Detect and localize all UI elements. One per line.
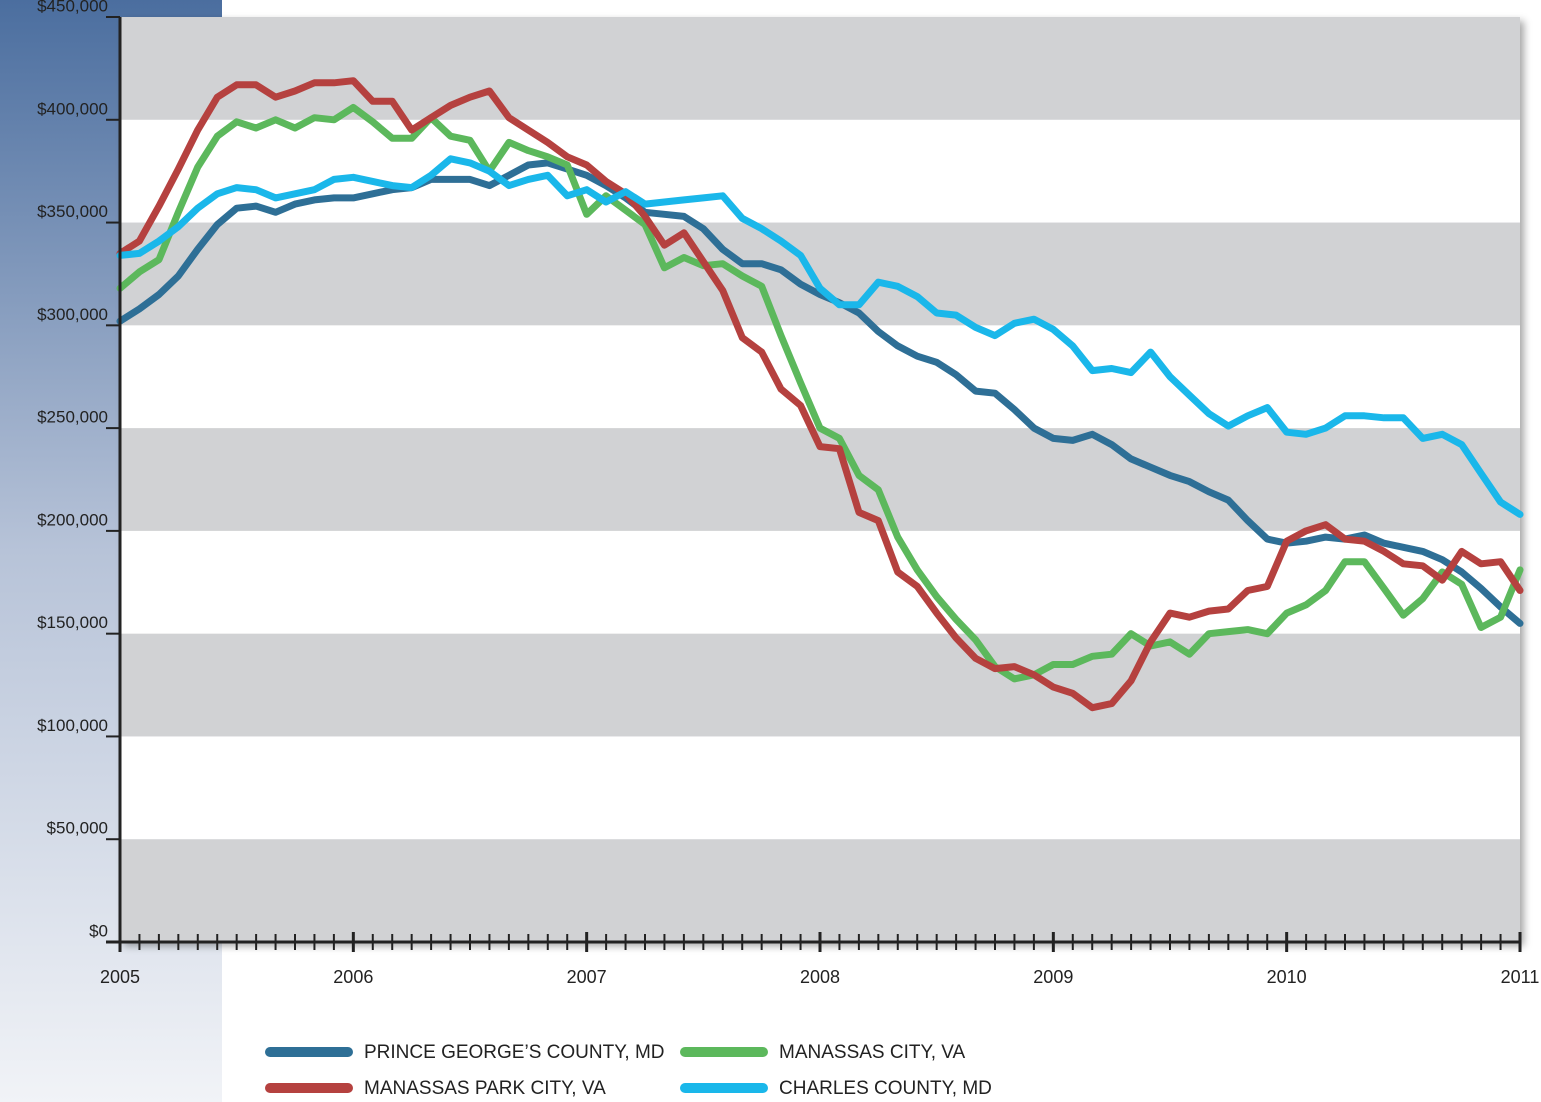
grid-band [120,222,1520,326]
grid-band [120,839,1520,942]
y-tick-label: $250,000 [37,408,108,427]
y-tick-label: $0 [89,921,108,940]
x-tick-label: 2006 [333,967,373,987]
series-line [116,155,1524,518]
y-tick-label: $350,000 [37,202,108,221]
x-tick-label: 2008 [800,967,840,987]
grid-band [120,633,1520,737]
series-line [116,77,1524,712]
legend-label: MANASSAS CITY, VA [779,1042,966,1063]
series-line [116,103,1524,683]
y-tick-label: $400,000 [37,99,108,118]
x-tick-label: 2010 [1267,967,1307,987]
x-tick-label: 2005 [100,967,140,987]
y-tick-label: $100,000 [37,716,108,735]
y-tick-label: $150,000 [37,613,108,632]
x-tick-label: 2011 [1501,967,1540,987]
y-tick-label: $300,000 [37,305,108,324]
x-tick-label: 2009 [1033,967,1073,987]
y-tick-label: $200,000 [37,510,108,529]
y-tick-label: $450,000 [37,0,108,15]
legend-label: MANASSAS PARK CITY, VA [364,1078,606,1099]
grid-band [120,17,1520,120]
legend-label: PRINCE GEORGE’S COUNTY, MD [364,1042,665,1063]
x-tick-label: 2007 [567,967,607,987]
legend-label: CHARLES COUNTY, MD [779,1078,992,1099]
y-tick-label: $50,000 [47,819,108,838]
